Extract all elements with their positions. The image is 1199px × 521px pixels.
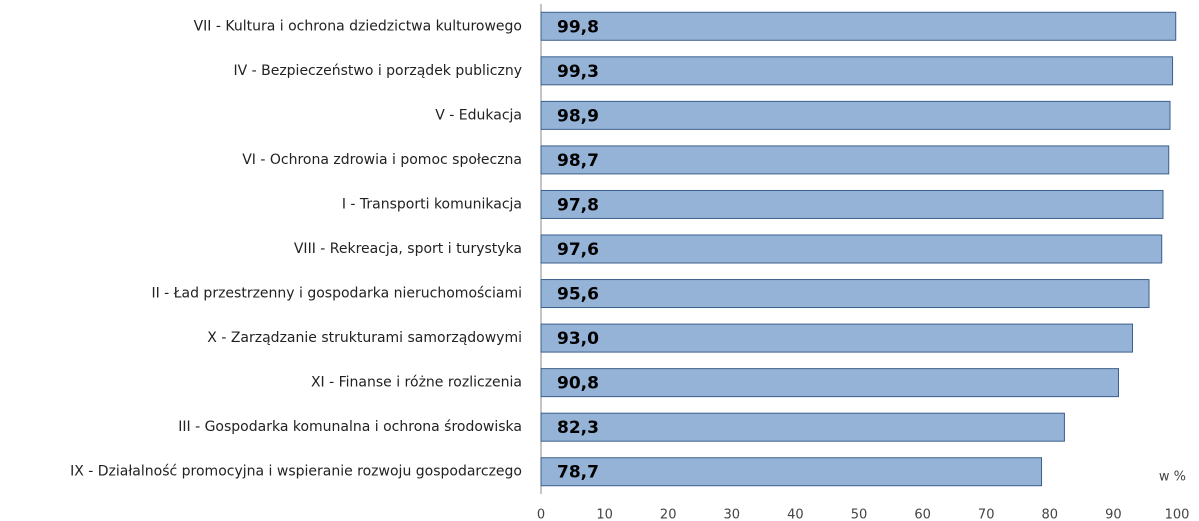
x-tick-label: 40 <box>787 508 804 521</box>
bar <box>540 145 1170 175</box>
bar <box>540 457 1043 487</box>
category-label: III - Gospodarka komunalna i ochrona śro… <box>178 419 522 435</box>
x-tick-label: 30 <box>724 508 741 521</box>
bar <box>540 56 1174 86</box>
x-tick-label: 90 <box>1105 508 1122 521</box>
value-label: 98,9 <box>557 106 599 126</box>
category-label: VI - Ochrona zdrowia i pomoc społeczna <box>242 152 522 168</box>
bar <box>540 11 1177 41</box>
category-label: VIII - Rekreacja, sport i turystyka <box>294 241 522 257</box>
x-tick-label: 50 <box>851 508 868 521</box>
value-label: 82,3 <box>557 418 599 438</box>
bar <box>540 234 1163 264</box>
category-label: IX - Działalność promocyjna i wspieranie… <box>70 464 522 480</box>
value-label: 95,6 <box>557 285 599 305</box>
x-tick-label: 0 <box>537 508 545 521</box>
bar <box>540 279 1150 309</box>
bar <box>540 189 1164 219</box>
value-label: 98,7 <box>557 151 599 171</box>
value-label: 99,3 <box>557 62 599 82</box>
category-label: IV - Bezpieczeństwo i porządek publiczny <box>233 63 522 79</box>
value-label: 90,8 <box>557 374 599 394</box>
bar <box>540 368 1119 398</box>
x-tick-label: 70 <box>978 508 995 521</box>
category-label: XI - Finanse i różne rozliczenia <box>311 375 522 391</box>
x-tick-label: 100 <box>1165 508 1190 521</box>
category-label: I - Transporti komunikacja <box>342 196 522 212</box>
value-label: 78,7 <box>557 463 599 483</box>
value-label: 99,8 <box>557 17 599 37</box>
category-label: X - Zarządzanie strukturami samorządowym… <box>207 330 522 346</box>
value-label: 97,6 <box>557 240 599 260</box>
category-label: II - Ład przestrzenny i gospodarka nieru… <box>151 286 522 302</box>
bar <box>540 323 1133 353</box>
x-tick-label: 60 <box>914 508 931 521</box>
unit-annotation: w % <box>1159 470 1186 485</box>
category-label: V - Edukacja <box>435 107 522 123</box>
bar <box>540 412 1065 442</box>
x-tick-label: 20 <box>660 508 677 521</box>
value-label: 97,8 <box>557 195 599 215</box>
x-tick-label: 10 <box>596 508 613 521</box>
bar <box>540 100 1171 130</box>
x-tick-label: 80 <box>1042 508 1059 521</box>
category-label: VII - Kultura i ochrona dziedzictwa kult… <box>194 18 522 34</box>
value-label: 93,0 <box>557 329 599 349</box>
